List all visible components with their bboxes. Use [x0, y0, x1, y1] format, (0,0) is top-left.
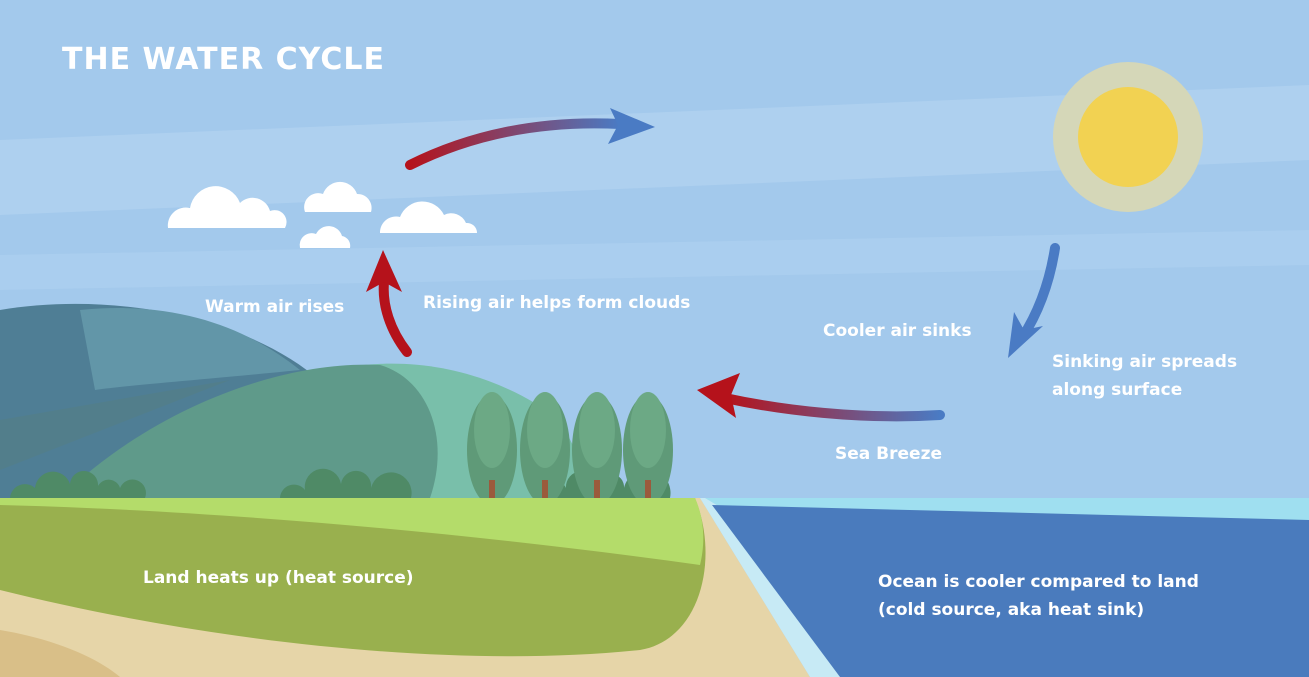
sun [1053, 62, 1203, 212]
label: Ocean is cooler compared to land [878, 572, 1199, 592]
body: THE WATER CYCLE Warm air rises Rising ai… [0, 0, 1309, 677]
label: Sinking air spreads [1052, 352, 1237, 372]
page: {"title": "THE WATER CYCLE", "labels": {… [0, 0, 1309, 677]
label: Land heats up (heat source) [143, 568, 414, 588]
trees-part-part [630, 392, 666, 468]
label: Sea Breeze [835, 444, 942, 464]
trees-part-part [474, 392, 510, 468]
trees-part-part [579, 392, 615, 468]
label: (cold source, aka heat sink) [878, 600, 1144, 620]
title: THE WATER CYCLE [62, 42, 385, 77]
label: along surface [1052, 380, 1182, 400]
sun-part [1078, 87, 1178, 187]
ground [0, 498, 850, 677]
diagram: THE WATER CYCLE Warm air rises Rising ai… [0, 0, 1309, 677]
label: Warm air rises [205, 297, 344, 317]
trees-part-part [527, 392, 563, 468]
label: Rising air helps form clouds [423, 293, 690, 313]
label: Cooler air sinks [823, 321, 972, 341]
